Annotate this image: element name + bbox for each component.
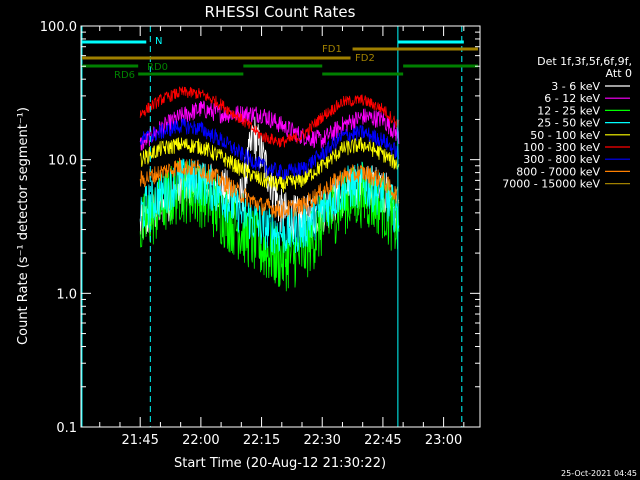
series-line (139, 160, 400, 292)
legend-entry-label: 6 - 12 keV (544, 92, 600, 105)
x-tick-label: 22:15 (243, 433, 280, 448)
x-axis-label: Start Time (20-Aug-12 21:30:22) (174, 456, 386, 471)
annotation-layer: N FD1 FD2 RD0 RD6 (81, 26, 478, 427)
state-label: RD6 (114, 70, 135, 81)
timestamp: 25-Oct-2021 04:45 (561, 469, 637, 478)
series-line (139, 100, 400, 151)
legend-header: Att 0 (606, 67, 632, 80)
series-line (139, 86, 400, 148)
x-tick-label: 22:45 (364, 433, 401, 448)
state-label: FD2 (355, 53, 375, 64)
legend-entry-label: 7000 - 15000 keV (502, 178, 600, 191)
y-axis-label: Count Rate (s⁻¹ detector segment⁻¹) (16, 107, 31, 345)
y-axis: 0.1 1.0 10.0 100.0 (40, 20, 480, 436)
legend-entry-label: 300 - 800 keV (523, 153, 600, 166)
state-label: RD0 (147, 62, 168, 73)
y-tick-label: 10.0 (48, 154, 77, 169)
x-tick-label: 22:30 (303, 433, 340, 448)
legend-entry-label: 50 - 100 keV (530, 129, 600, 142)
y-tick-label: 100.0 (40, 20, 77, 35)
legend-entry-label: 3 - 6 keV (551, 80, 600, 93)
series-layer (139, 86, 400, 292)
x-axis: 21:45 22:00 22:15 22:30 22:45 23:00 (99, 26, 465, 448)
x-tick-label: 22:00 (182, 433, 219, 448)
legend-entry-label: 12 - 25 keV (537, 104, 600, 117)
y-tick-label: 0.1 (56, 421, 77, 436)
x-tick-label: 21:45 (121, 433, 158, 448)
series-line (139, 158, 400, 254)
series-line (139, 136, 400, 193)
y-tick-label: 1.0 (56, 287, 77, 302)
series-line (139, 118, 400, 180)
legend-entry-label: 100 - 300 keV (523, 141, 600, 154)
plot-frame (80, 25, 481, 428)
state-label: N (155, 36, 162, 47)
chart-title: RHESSI Count Rates (205, 3, 356, 21)
legend-header: Det 1f,3f,5f,6f,9f, (537, 55, 632, 68)
legend-entry-label: 800 - 7000 keV (516, 165, 600, 178)
series-line (139, 157, 400, 219)
state-label: FD1 (322, 44, 342, 55)
x-tick-label: 23:00 (425, 433, 462, 448)
legend-entry-label: 25 - 50 keV (537, 117, 600, 130)
